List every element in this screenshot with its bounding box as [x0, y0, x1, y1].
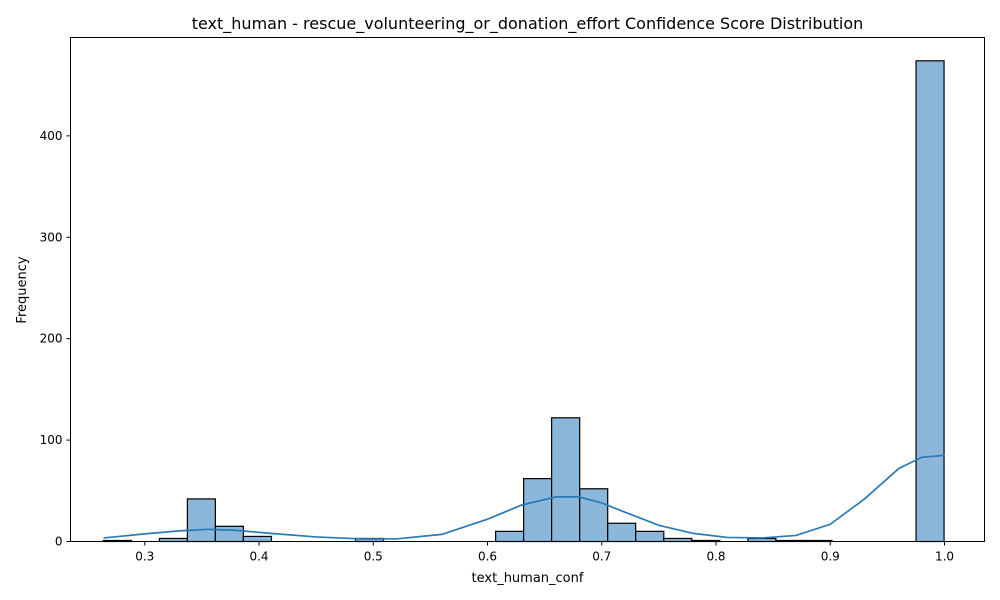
- plot-frame: [70, 37, 985, 542]
- x-tick-label: 0.6: [478, 550, 497, 564]
- x-tick-label: 0.5: [364, 550, 383, 564]
- x-tick-label: 0.9: [821, 550, 840, 564]
- histogram-bar: [635, 530, 665, 543]
- y-tick-label: 400: [40, 129, 63, 143]
- histogram-bar: [915, 60, 945, 543]
- x-axis: 0.3 0.4 0.5 0.6 0.7 0.8 0.9 1.0: [135, 541, 954, 564]
- histogram-bar: [551, 417, 581, 543]
- histogram-bars: [102, 60, 945, 543]
- x-tick-label: 0.3: [135, 550, 154, 564]
- histogram-bar: [186, 498, 216, 543]
- y-tick-label: 0: [55, 535, 63, 549]
- histogram-bar: [523, 478, 553, 543]
- y-tick-label: 200: [40, 332, 63, 346]
- histogram-bar: [242, 535, 273, 543]
- x-tick-label: 0.8: [706, 550, 725, 564]
- histogram-bar: [607, 522, 637, 543]
- x-tick-label: 0.4: [249, 550, 268, 564]
- x-tick-label: 0.7: [592, 550, 611, 564]
- y-axis: 0 100 200 300 400: [40, 129, 71, 549]
- y-tick-label: 100: [40, 433, 63, 447]
- histogram-bar: [214, 525, 244, 543]
- histogram-bar: [579, 488, 609, 543]
- y-tick-label: 300: [40, 230, 63, 244]
- x-tick-label: 1.0: [935, 550, 954, 564]
- histogram-bar: [495, 530, 525, 543]
- y-axis-title: Frequency: [15, 256, 30, 323]
- chart-title: text_human - rescue_volunteering_or_dona…: [192, 14, 864, 34]
- x-axis-title: text_human_conf: [472, 571, 584, 586]
- kde-curve: [103, 454, 945, 540]
